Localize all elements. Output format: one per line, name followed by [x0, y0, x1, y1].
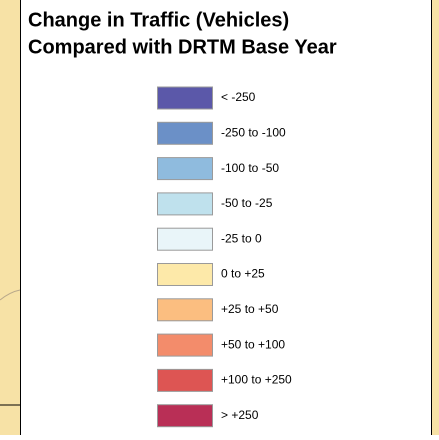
legend-box [20, 0, 432, 440]
legend-label: -250 to -100 [221, 125, 286, 139]
legend-swatch [157, 121, 213, 145]
legend-label: -25 to 0 [221, 231, 262, 245]
legend-label: -50 to -25 [221, 196, 273, 210]
legend-swatch [157, 86, 213, 110]
legend-swatch [157, 192, 213, 216]
legend-label: +100 to +250 [221, 373, 292, 387]
legend-swatch [157, 298, 213, 322]
legend-label: +50 to +100 [221, 337, 285, 351]
legend-label: < -250 [221, 90, 256, 104]
map-road [0, 289, 21, 301]
legend-swatch [157, 368, 213, 392]
legend-title: Change in Traffic (Vehicles) [28, 9, 289, 31]
legend-title: Compared with DRTM Base Year [28, 36, 337, 58]
legend-swatch [157, 333, 213, 357]
legend-swatch [157, 157, 213, 181]
legend-label: > +250 [221, 408, 259, 422]
legend-label: +25 to +50 [221, 302, 279, 316]
legend-swatch [157, 404, 213, 428]
legend-swatch [157, 227, 213, 251]
legend: Change in Traffic (Vehicles) Compared wit… [28, 9, 337, 428]
legend-swatch [157, 263, 213, 286]
legend-label: 0 to +25 [221, 267, 265, 281]
legend-label: -100 to -50 [221, 161, 279, 175]
